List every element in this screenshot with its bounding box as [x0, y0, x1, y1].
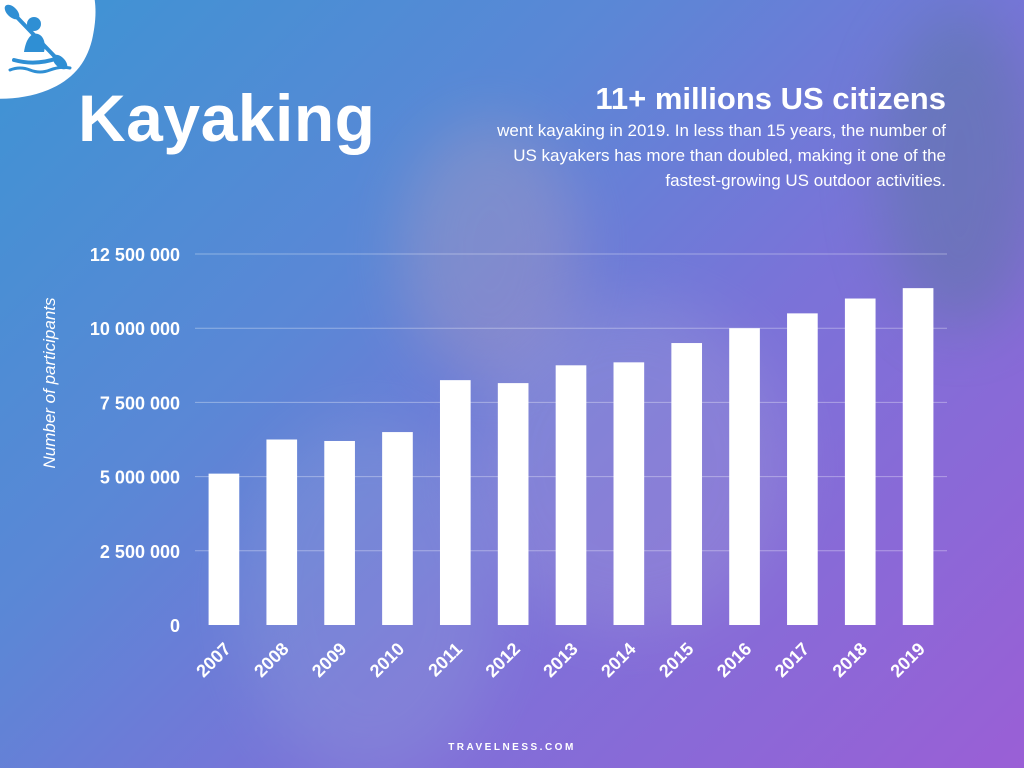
x-tick-label: 2008 [250, 639, 292, 681]
x-tick-label: 2018 [829, 639, 871, 681]
y-axis-label: Number of participants [40, 297, 59, 469]
bar [382, 432, 413, 625]
background-photo-shape [880, 10, 1024, 330]
footer-brand: TRAVELNESS.COM [448, 742, 576, 753]
x-tick-label: 2016 [713, 639, 755, 681]
x-tick-label: 2015 [655, 639, 697, 681]
bar [266, 439, 298, 625]
headline-block: 11+ millions US citizens went kayaking i… [476, 82, 946, 193]
x-tick-label: 2013 [539, 639, 581, 681]
page-title: Kayaking [78, 81, 376, 155]
kayaker-icon [0, 0, 96, 99]
x-tick-label: 2009 [308, 639, 350, 681]
x-tick-label: 2014 [597, 639, 639, 681]
bar [439, 380, 471, 625]
x-tick-label: 2019 [886, 639, 928, 681]
bar [787, 313, 818, 625]
bar [497, 383, 529, 625]
bar [555, 365, 587, 625]
bar [324, 440, 355, 625]
headline: 11+ millions US citizens [595, 81, 946, 116]
bar [729, 328, 760, 625]
x-tick-label: 2010 [366, 639, 408, 681]
y-tick-label: 5 000 000 [100, 468, 180, 488]
bar [613, 362, 645, 625]
description: went kayaking in 2019. In less than 15 y… [497, 121, 946, 190]
bar [671, 343, 703, 625]
y-tick-label: 12 500 000 [90, 245, 180, 265]
background-photo-shape [400, 120, 580, 380]
y-tick-label: 7 500 000 [100, 393, 180, 413]
x-tick-label: 2007 [192, 639, 234, 681]
bar [844, 298, 876, 625]
bar [208, 473, 240, 625]
bar [902, 288, 934, 625]
x-tick-label: 2017 [771, 639, 813, 681]
y-tick-label: 10 000 000 [90, 319, 180, 339]
y-tick-label: 0 [170, 616, 180, 636]
x-tick-label: 2012 [482, 639, 524, 681]
x-tick-label: 2011 [424, 639, 466, 681]
y-tick-label: 2 500 000 [100, 542, 180, 562]
